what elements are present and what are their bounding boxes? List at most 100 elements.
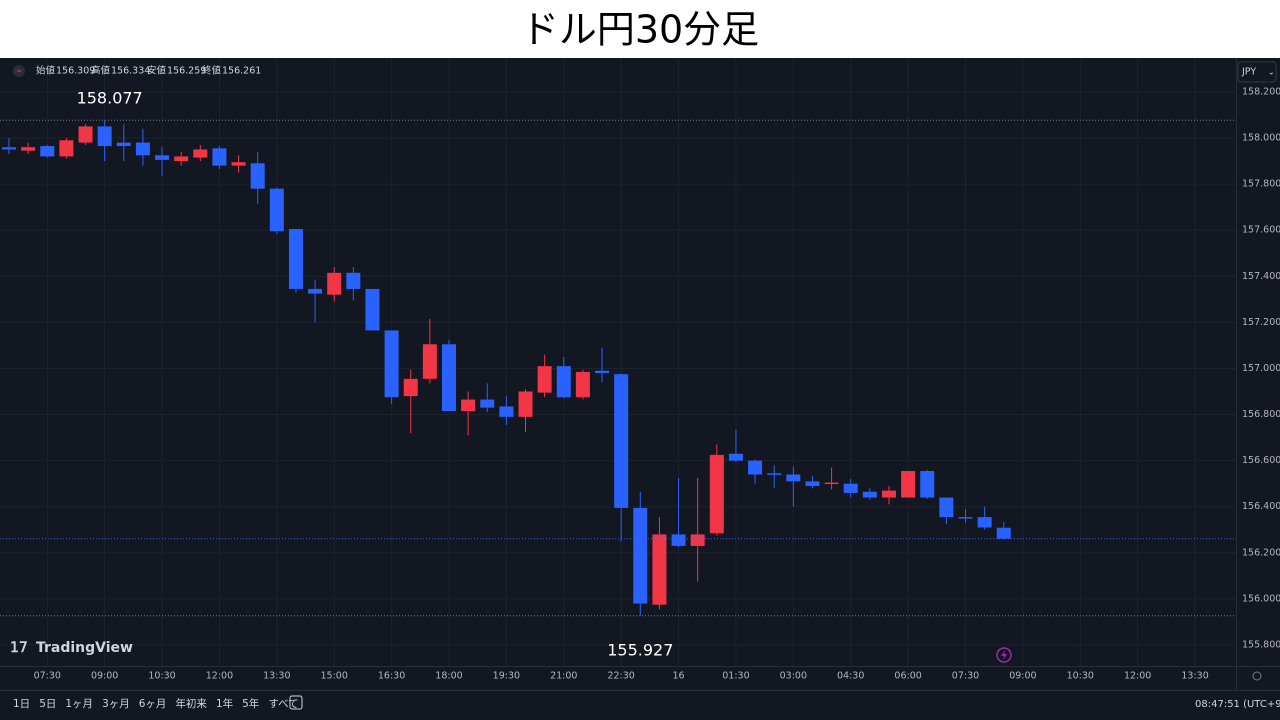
candle-body (250, 163, 265, 189)
candle-body (422, 344, 437, 379)
candle-body (288, 229, 303, 289)
candle-body (480, 399, 495, 408)
x-tick-label: 10:30 (1067, 671, 1094, 682)
x-tick-label: 13:30 (263, 671, 290, 682)
candle-body (116, 142, 131, 147)
currency-selector[interactable] (1237, 61, 1277, 83)
x-tick-label: 13:30 (1181, 671, 1208, 682)
x-tick-label: 09:00 (1009, 671, 1036, 682)
candle-body (327, 272, 342, 295)
x-tick-label: 22:30 (607, 671, 634, 682)
candle-body (575, 371, 590, 398)
x-tick-label: 18:00 (435, 671, 462, 682)
candle-body (748, 460, 763, 475)
event-icon-bolt (1001, 650, 1007, 660)
clock: 08:47:51 (UTC+9) (1195, 699, 1280, 710)
candle-body (767, 473, 782, 475)
y-tick-label: 156.200 (1242, 547, 1280, 558)
range-button[interactable]: 1年 (216, 697, 233, 710)
candle-body (614, 374, 629, 508)
x-tick-label: 16:30 (378, 671, 405, 682)
x-tick-label: 12:00 (206, 671, 233, 682)
logo[interactable]: TradingView (36, 640, 133, 656)
candle-body (996, 527, 1011, 539)
candle-body (556, 366, 571, 398)
candles: 158.077 155.927 (0, 89, 1236, 659)
x-tick-label: 12:00 (1124, 671, 1151, 682)
range-button[interactable]: 1ヶ月 (65, 698, 93, 710)
candle-body (518, 391, 533, 417)
symbol-icon[interactable] (13, 65, 25, 77)
y-tick-label: 156.800 (1242, 409, 1280, 420)
ohlc-label: 終値 (202, 65, 222, 77)
ohlc-legend: 始値 156.309 高値 156.334 安値 156.259 終値 156.… (36, 65, 261, 77)
range-button[interactable]: すべて (268, 698, 298, 710)
y-tick-label: 157.600 (1242, 225, 1280, 236)
symbol-icon-glyph: ≈ (16, 67, 22, 75)
x-tick-label: 21:00 (550, 671, 577, 682)
y-tick-label: 157.400 (1242, 271, 1280, 282)
candle-body (135, 142, 150, 156)
ohlc-value: 156.261 (222, 66, 261, 77)
candle-body (958, 517, 973, 519)
candle-body (441, 344, 456, 412)
x-tick-label: 07:30 (952, 671, 979, 682)
candle-body (499, 406, 514, 417)
candle-body (690, 534, 705, 546)
range-button[interactable]: 1日 (13, 698, 30, 710)
candle-body (308, 288, 323, 294)
candle-body (212, 148, 227, 166)
currency: JPY (1241, 67, 1256, 78)
y-tick-label: 157.200 (1242, 317, 1280, 328)
x-tick-label: 16 (673, 671, 685, 682)
y-tick-label: 156.000 (1242, 593, 1280, 604)
candle-body (403, 378, 418, 397)
candle-body (269, 188, 284, 232)
currency-caret: ⌄ (1268, 68, 1275, 77)
x-tick-label: 07:30 (34, 671, 61, 682)
settings-icon[interactable] (1252, 671, 1262, 681)
candle-body (595, 370, 610, 374)
candle-body (671, 534, 686, 546)
ohlc-value: 156.259 (167, 66, 206, 77)
toolbar: 1日 5日 1ヶ月 3ヶ月 6ヶ月 年初来 1年 5年 すべて (13, 697, 299, 710)
range-button[interactable]: 6ヶ月 (139, 698, 167, 710)
candle-body (709, 454, 724, 534)
candle-body (843, 483, 858, 493)
candle-body (537, 366, 552, 393)
candle-body (461, 399, 476, 412)
candle-body (384, 330, 399, 398)
x-tick-label: 19:30 (493, 671, 520, 682)
range-button[interactable]: 年初来 (175, 697, 207, 710)
y-tick-label: 158.200 (1242, 86, 1280, 97)
candle-body (155, 155, 170, 160)
candle-body (786, 474, 801, 482)
candle-body (862, 491, 877, 498)
range-button[interactable]: 5日 (39, 698, 56, 710)
y-tick-label: 156.600 (1242, 455, 1280, 466)
candle-body (920, 471, 935, 498)
candle-body (633, 507, 648, 604)
range-button[interactable]: 5年 (242, 697, 259, 710)
candle-body (193, 149, 208, 158)
chart-background (0, 58, 1280, 720)
ohlc-label: 高値 (91, 65, 111, 77)
logo-mark: 𝟣𝟩 (10, 640, 28, 656)
ohlc-value: 156.334 (111, 66, 150, 77)
date-range-icon[interactable] (289, 695, 303, 710)
candle-body (346, 272, 361, 289)
candle-body (939, 497, 954, 518)
candle-body (365, 288, 380, 331)
candle-body (728, 453, 743, 461)
candle-body (21, 147, 36, 151)
event-icon[interactable] (996, 647, 1012, 663)
y-tick-label: 158.000 (1242, 132, 1280, 143)
range-button[interactable]: 3ヶ月 (102, 698, 130, 710)
candle-body (824, 482, 839, 485)
y-tick-label: 157.800 (1242, 179, 1280, 190)
x-tick-label: 15:00 (321, 671, 348, 682)
grid: 155.800 156.000 156.200 156.400 156.600 156.8… (0, 58, 1280, 682)
ohlc-value: 156.309 (56, 66, 95, 77)
